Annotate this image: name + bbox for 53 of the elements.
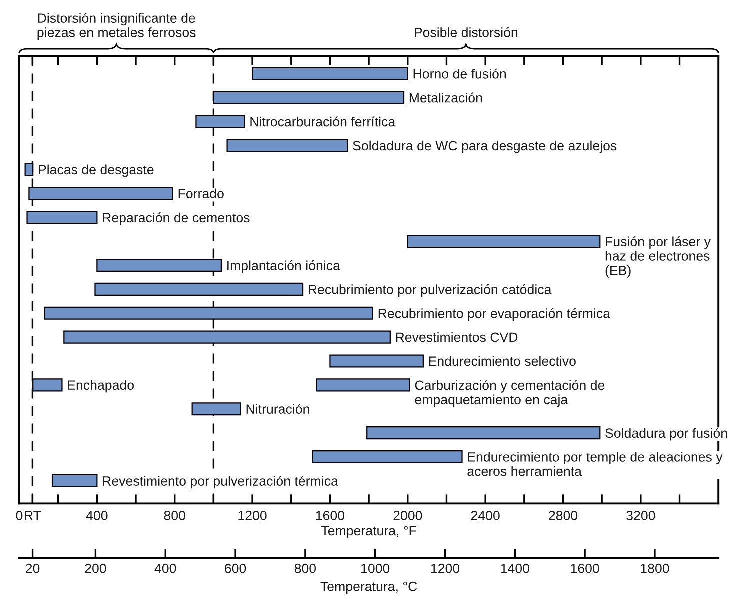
x2-tick-label: 200 (85, 564, 106, 574)
x-tick-label: 2400 (471, 510, 500, 520)
text: Distorsión insignificante de piezas en metales ferrosos (38, 13, 196, 40)
x2-tick-label: 600 (225, 564, 246, 574)
y-tick-label: Nitrocarburación ferrítica (250, 116, 396, 127)
y-tick-label: Soldadura por fusión (606, 428, 728, 441)
x2-tick-label: 800 (294, 564, 316, 574)
x-tick-label: 3200 (626, 510, 656, 520)
bar (52, 474, 98, 488)
x-tick-label: 1200 (238, 510, 267, 520)
x2-tick-label: 20 (26, 564, 40, 574)
y-tick-label: Horno de fusión (414, 68, 506, 79)
x-tick-label: RT (25, 511, 42, 520)
x2-tick-label: 1200 (431, 564, 460, 574)
y-tick-label: Recubrimiento por evaporación térmica (378, 308, 610, 322)
x2-tick-label: 1400 (501, 564, 530, 574)
x-tick-label: 800 (164, 510, 186, 520)
bar (252, 67, 408, 80)
x-axis-title: Temperatura, °F (321, 526, 416, 538)
y-tick-label: Nitruración (246, 404, 310, 414)
y-tick-label: Endurecimiento por temple de aleaciones y aceros herramienta (468, 452, 723, 476)
y-tick-label: Revestimientos CVD (396, 332, 518, 342)
bar (94, 282, 304, 296)
y-tick-label: Endurecimiento selectivo (429, 356, 576, 366)
x-tick-label: 2000 (394, 510, 422, 520)
y-tick-label: Reparación de cementos (103, 212, 250, 226)
x-tick-label: 400 (86, 510, 108, 520)
bar (407, 235, 601, 248)
text: Posible distorsión (414, 27, 518, 38)
x2-tick-label: 1000 (362, 564, 390, 574)
y-tick-label: Placas de desgaste (39, 164, 154, 178)
series-label: Enchapado (68, 380, 134, 393)
bar (316, 378, 410, 392)
bar (330, 354, 424, 368)
y-tick-label: Recubrimiento por pulverización catódica (308, 284, 552, 298)
x-tick-label: 1600 (316, 510, 345, 520)
x2-tick-label: 400 (154, 564, 176, 574)
x-tick-label: 2800 (549, 510, 578, 520)
y-tick-label: Revestimiento por pulverización térmica (103, 476, 338, 489)
y-tick-label: Carburización y cementación de empaquetamiento en caja (415, 380, 605, 408)
x2-axis-title: Temperatura, °C (320, 582, 418, 594)
y-tick-label: Forrado (178, 188, 224, 199)
y-tick-label: Implantación iónica (228, 260, 340, 274)
y-tick-label: Metalización (410, 92, 482, 103)
y-tick-label: Soldadura de WC para desgaste de azulejos (353, 140, 617, 154)
x2-tick-label: 1600 (571, 564, 600, 574)
bar (226, 139, 348, 152)
y-tick-label: Fusión por láser y haz de electrones (EB) (606, 236, 711, 278)
bar (366, 426, 601, 440)
bar (312, 450, 463, 464)
bar (26, 211, 98, 224)
x2-tick-label: 1800 (641, 564, 670, 574)
x-tick-label: 0 (16, 510, 23, 520)
